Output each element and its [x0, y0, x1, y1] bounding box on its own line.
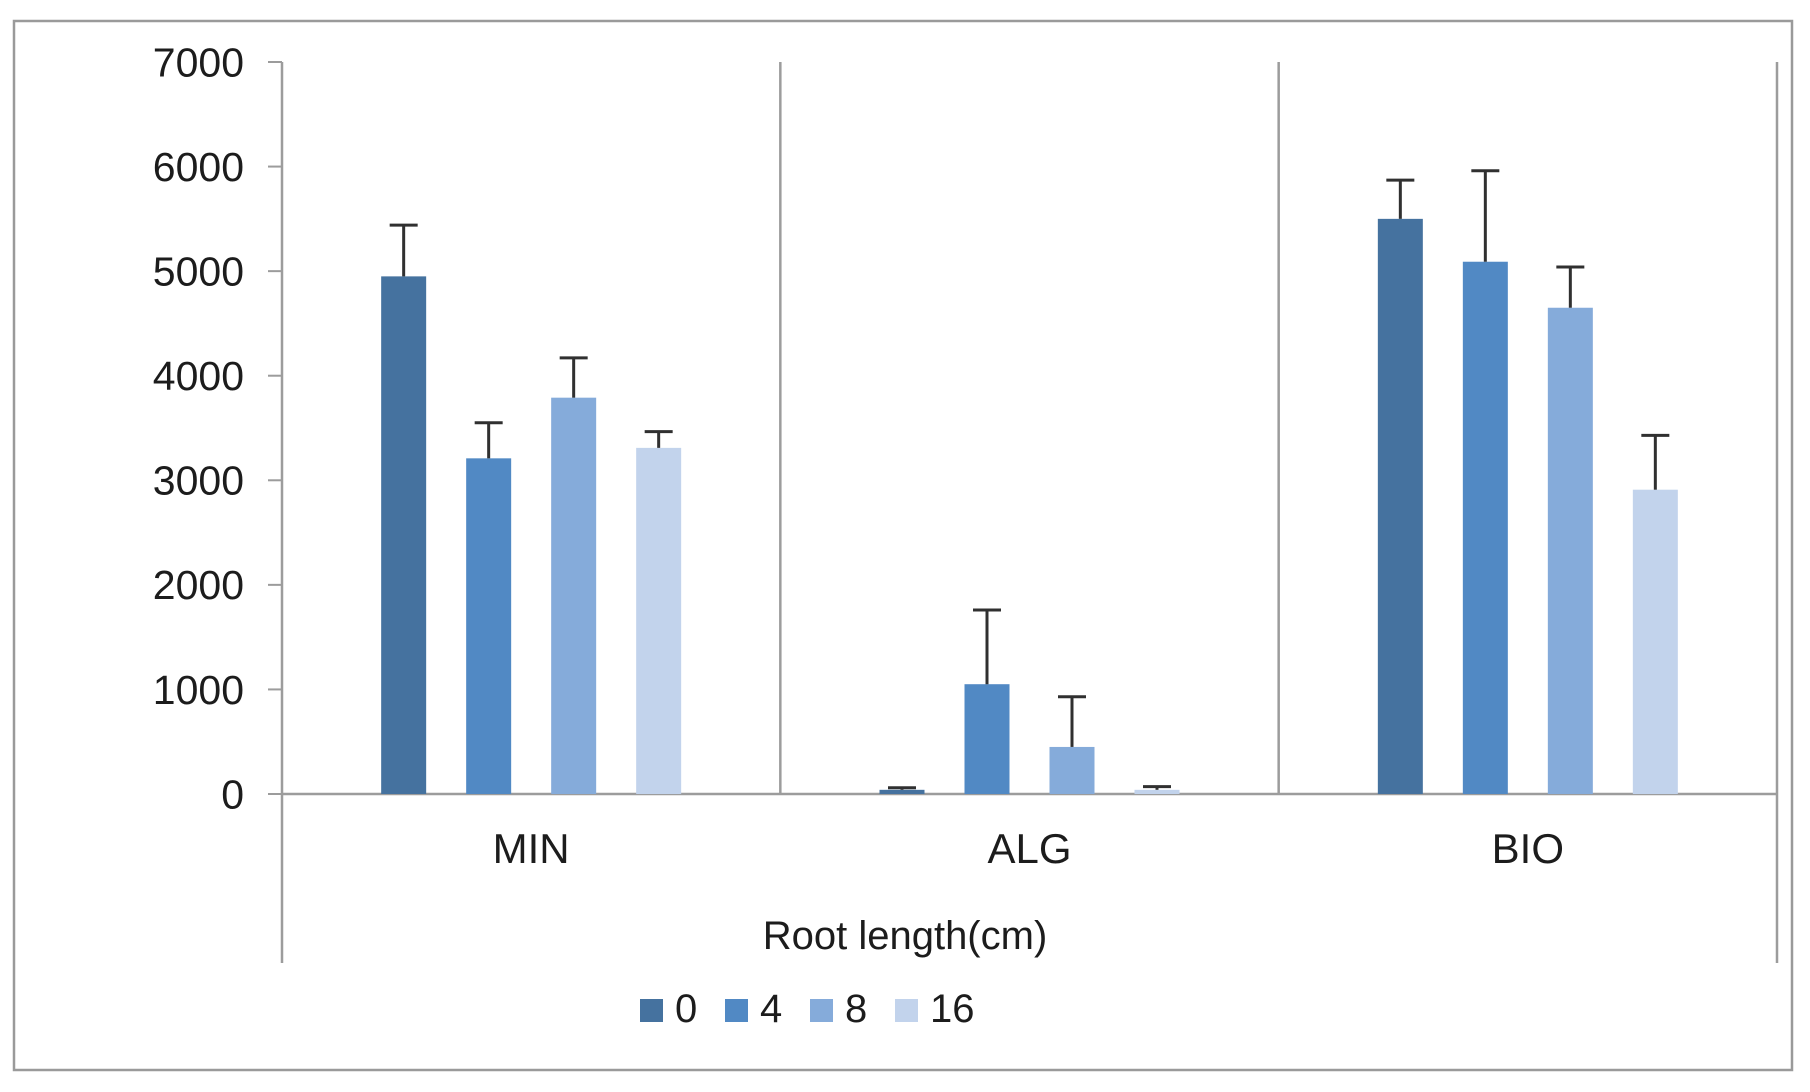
bar-min-16: [636, 447, 682, 794]
bar-bio-4: [1462, 261, 1508, 794]
y-tick-label: 3000: [153, 458, 244, 504]
legend-item-8: 8: [810, 987, 867, 1031]
bar-alg-0: [879, 789, 925, 794]
category-label-min: MIN: [493, 825, 570, 872]
legend-swatch: [725, 999, 748, 1022]
legend-label: 8: [845, 987, 867, 1031]
y-tick-label: 7000: [153, 39, 244, 85]
y-tick-label: 0: [221, 771, 244, 817]
legend-label: 4: [760, 987, 782, 1031]
y-tick-label: 1000: [153, 667, 244, 713]
y-tick-label: 2000: [153, 562, 244, 608]
legend-label: 0: [675, 987, 697, 1031]
legend-label: 16: [930, 987, 975, 1031]
y-tick-label: 5000: [153, 248, 244, 294]
x-axis-title: Root length(cm): [763, 914, 1048, 958]
bar-bio-0: [1377, 218, 1423, 794]
y-tick-label: 4000: [153, 353, 244, 399]
category-label-bio: BIO: [1492, 825, 1564, 872]
y-tick-label: 6000: [153, 144, 244, 190]
bar-min-4: [466, 458, 512, 794]
legend-swatch: [810, 999, 833, 1022]
bar-bio-8: [1547, 307, 1593, 794]
legend-item-16: 16: [895, 987, 975, 1031]
bar-alg-4: [964, 684, 1010, 794]
bar-bio-16: [1632, 489, 1678, 794]
bar-min-0: [381, 276, 427, 794]
legend-item-4: 4: [725, 987, 782, 1031]
chart-generated-content: 0 1000 2000 3000 4000 5000 6000 7000 MIN ALG BIO 0 4…: [12, 19, 1794, 1072]
legend-swatch: [895, 999, 918, 1022]
bar-alg-16: [1134, 789, 1180, 794]
bar-min-8: [551, 397, 597, 794]
category-label-alg: ALG: [987, 825, 1071, 872]
legend-item-0: 0: [640, 987, 697, 1031]
figure-border: [12, 19, 1794, 1072]
legend-swatch: [640, 999, 663, 1022]
legend: 0 4 8 16: [640, 987, 975, 1031]
bar-alg-8: [1049, 746, 1095, 794]
